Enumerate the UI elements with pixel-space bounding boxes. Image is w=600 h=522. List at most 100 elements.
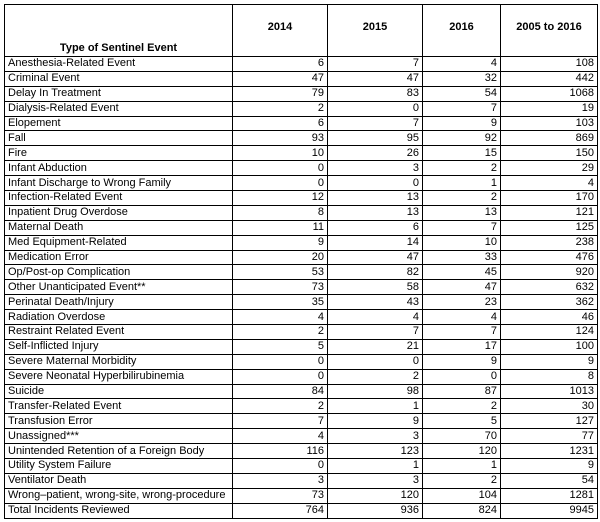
- event-count: 124: [500, 324, 598, 340]
- event-count: 1281: [500, 487, 598, 504]
- event-count: 53: [232, 264, 328, 281]
- event-count: 47: [422, 279, 501, 296]
- event-count: 103: [500, 115, 598, 132]
- event-count: 13: [327, 190, 423, 206]
- event-type: Utility System Failure: [4, 458, 233, 474]
- table-body: Anesthesia-Related Event 6 7 4 108 Criminal E…: [4, 56, 598, 519]
- table-row: Maternal Death 11 6 7 125: [4, 219, 598, 236]
- event-count: 9: [500, 458, 598, 474]
- event-type: Med Equipment-Related: [4, 234, 233, 251]
- event-count: 4: [327, 309, 423, 326]
- event-count: 9: [422, 353, 501, 370]
- table-container: Type of Sentinel Event 2014 2015 2016 2005 t…: [4, 4, 598, 519]
- table-row: Dialysis-Related Event 2 0 7 19: [4, 100, 598, 117]
- event-type: Dialysis-Related Event: [4, 100, 233, 117]
- event-count: 2: [422, 398, 501, 415]
- event-count: 127: [500, 413, 598, 430]
- table-row: Total Incidents Reviewed 764 936 824 9945: [4, 502, 598, 519]
- event-count: 70: [422, 428, 501, 445]
- event-count: 83: [327, 85, 423, 102]
- event-count: 1: [422, 458, 501, 474]
- table-row: Transfusion Error 7 9 5 127: [4, 413, 598, 430]
- event-type: Perinatal Death/Injury: [4, 294, 233, 311]
- table-row: Unintended Retention of a Foreign Body 11…: [4, 443, 598, 460]
- event-count: 125: [500, 219, 598, 236]
- event-count: 2: [232, 100, 328, 117]
- event-count: 2: [422, 160, 501, 177]
- event-count: 7: [327, 324, 423, 340]
- table-row: Radiation Overdose 4 4 4 46: [4, 309, 598, 326]
- event-count: 35: [232, 294, 328, 311]
- table-row: Unassigned*** 4 3 70 77: [4, 428, 598, 445]
- event-count: 1: [327, 458, 423, 474]
- event-type: Fire: [4, 145, 233, 162]
- event-count: 17: [422, 338, 501, 355]
- event-count: 12: [232, 190, 328, 206]
- event-count: 362: [500, 294, 598, 311]
- event-count: 47: [327, 249, 423, 266]
- event-type: Other Unanticipated Event**: [4, 279, 233, 296]
- table-row: Severe Maternal Morbidity 0 0 9 9: [4, 353, 598, 370]
- event-count: 73: [232, 487, 328, 504]
- event-count: 73: [232, 279, 328, 296]
- event-count: 9: [327, 413, 423, 430]
- event-type: Total Incidents Reviewed: [4, 502, 233, 519]
- event-count: 8: [232, 204, 328, 221]
- table-row: Perinatal Death/Injury 35 43 23 362: [4, 294, 598, 311]
- event-count: 442: [500, 70, 598, 87]
- event-count: 19: [500, 100, 598, 117]
- event-count: 120: [327, 487, 423, 504]
- event-count: 0: [232, 458, 328, 474]
- header-year: 2014: [232, 4, 328, 57]
- event-count: 10: [232, 145, 328, 162]
- event-type: Wrong–patient, wrong-site, wrong-procedu…: [4, 487, 233, 504]
- event-type: Anesthesia-Related Event: [4, 56, 233, 72]
- event-type: Op/Post-op Complication: [4, 264, 233, 281]
- event-type: Transfer-Related Event: [4, 398, 233, 415]
- event-count: 7: [232, 413, 328, 430]
- event-count: 8: [500, 368, 598, 385]
- event-count: 0: [327, 353, 423, 370]
- table-row: Infant Discharge to Wrong Family 0 0 1 4: [4, 175, 598, 192]
- event-count: 10: [422, 234, 501, 251]
- event-count: 13: [422, 204, 501, 221]
- event-count: 13: [327, 204, 423, 221]
- event-count: 20: [232, 249, 328, 266]
- event-count: 14: [327, 234, 423, 251]
- event-count: 1068: [500, 85, 598, 102]
- event-count: 108: [500, 56, 598, 72]
- event-count: 476: [500, 249, 598, 266]
- table-row: Self-Inflicted Injury 5 21 17 100: [4, 338, 598, 355]
- event-count: 9: [422, 115, 501, 132]
- event-count: 936: [327, 502, 423, 519]
- event-count: 79: [232, 85, 328, 102]
- event-count: 9: [500, 353, 598, 370]
- event-type: Severe Neonatal Hyperbilirubinemia: [4, 368, 233, 385]
- event-type: Suicide: [4, 383, 233, 400]
- event-count: 116: [232, 443, 328, 460]
- event-type: Ventilator Death: [4, 472, 233, 489]
- table-row: Infant Abduction 0 3 2 29: [4, 160, 598, 177]
- event-count: 30: [500, 398, 598, 415]
- table-row: Wrong–patient, wrong-site, wrong-procedu…: [4, 487, 598, 504]
- event-count: 47: [232, 70, 328, 87]
- event-count: 3: [327, 472, 423, 489]
- event-count: 3: [327, 160, 423, 177]
- event-count: 45: [422, 264, 501, 281]
- event-type: Delay In Treatment: [4, 85, 233, 102]
- event-count: 1013: [500, 383, 598, 400]
- header-year: 2016: [422, 4, 501, 57]
- event-count: 2: [422, 472, 501, 489]
- event-count: 9945: [500, 502, 598, 519]
- table-row: Criminal Event 47 47 32 442: [4, 70, 598, 87]
- event-count: 15: [422, 145, 501, 162]
- event-type: Radiation Overdose: [4, 309, 233, 326]
- event-count: 0: [232, 160, 328, 177]
- event-type: Inpatient Drug Overdose: [4, 204, 233, 221]
- event-count: 0: [232, 175, 328, 192]
- table-row: Med Equipment-Related 9 14 10 238: [4, 234, 598, 251]
- event-count: 98: [327, 383, 423, 400]
- event-type: Restraint Related Event: [4, 324, 233, 340]
- table-row: Severe Neonatal Hyperbilirubinemia 0 2 0 8: [4, 368, 598, 385]
- event-count: 93: [232, 130, 328, 147]
